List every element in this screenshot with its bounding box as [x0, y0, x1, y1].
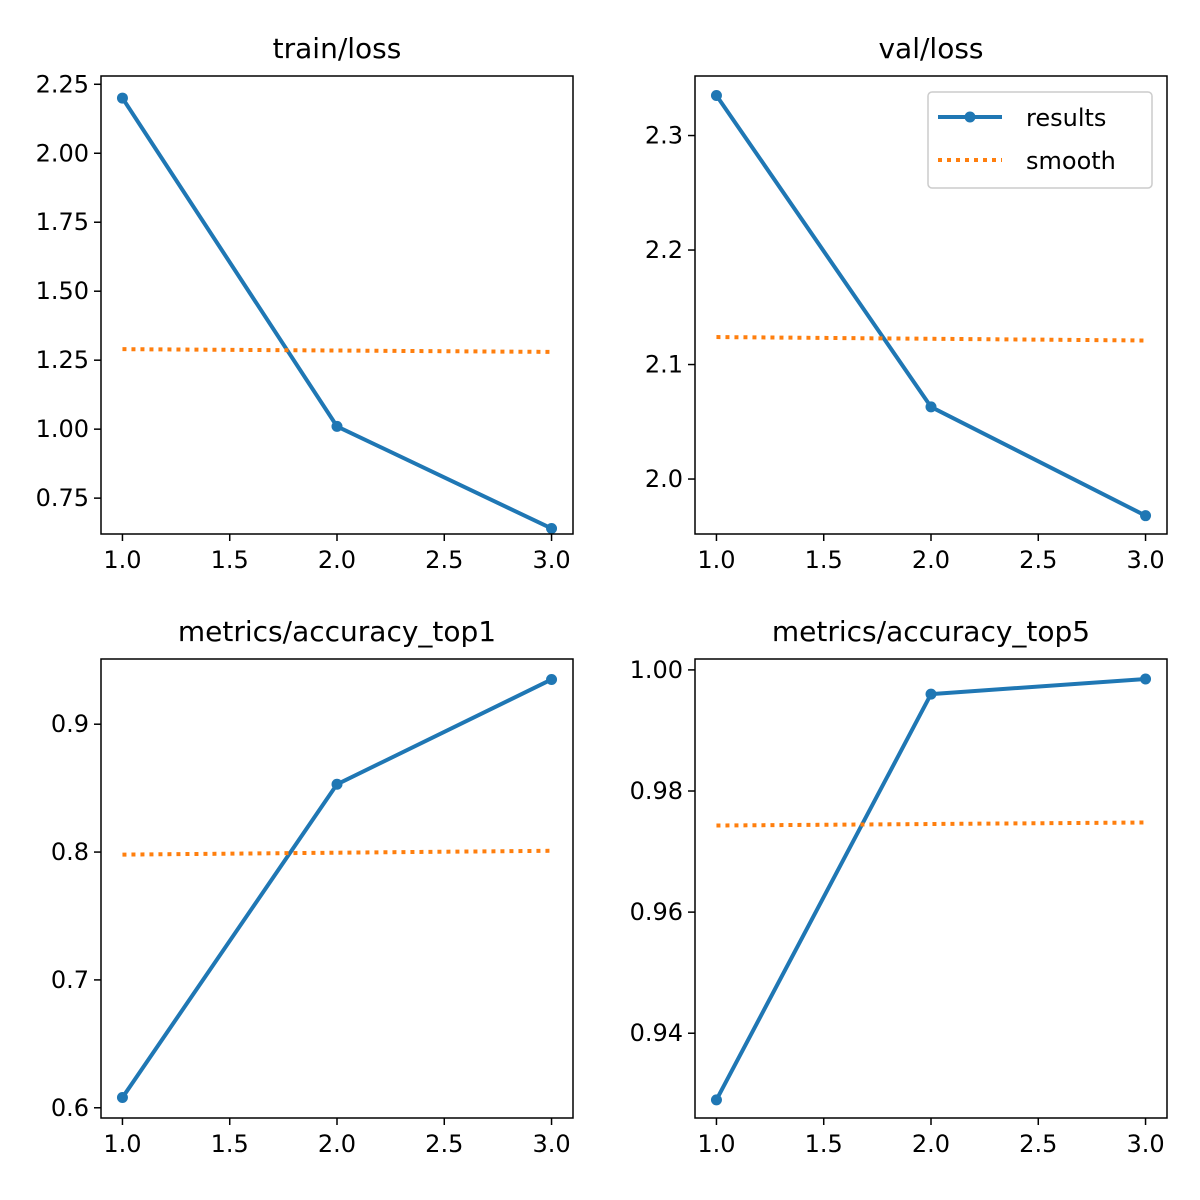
x-tick-label: 3.0: [532, 1130, 570, 1158]
x-tick-label: 2.5: [425, 546, 463, 574]
y-tick-label: 2.1: [645, 351, 683, 379]
panel-title: metrics/accuracy_top1: [178, 615, 496, 648]
y-tick-label: 1.25: [36, 346, 89, 374]
x-tick-label: 1.5: [211, 546, 249, 574]
panel-accuracy-top5: metrics/accuracy_top5 1.0 1.5 2.0 2.5 3.0 0.9…: [630, 615, 1168, 1158]
y-tick-label: 2.25: [36, 70, 89, 98]
x-tick-label: 1.0: [103, 546, 141, 574]
plot-frame: [100, 75, 574, 535]
x-tick-label: 1.0: [697, 1130, 735, 1158]
x-tick-label: 3.0: [1126, 1130, 1164, 1158]
data-point: [331, 420, 343, 432]
panel-title: train/loss: [273, 32, 402, 65]
data-point: [925, 401, 937, 413]
data-point: [1140, 510, 1152, 522]
x-tick-label: 2.5: [1019, 1130, 1057, 1158]
x-tick-label: 2.0: [318, 1130, 356, 1158]
x-tick-label: 2.5: [1019, 546, 1057, 574]
y-tick-label: 2.0: [645, 465, 683, 493]
x-tick-label: 1.5: [211, 1130, 249, 1158]
x-tick-label: 1.0: [103, 1130, 141, 1158]
y-tick-label: 0.98: [630, 777, 683, 805]
plot-frame: [694, 658, 1168, 1119]
x-tick-label: 1.5: [805, 1130, 843, 1158]
y-tick-label: 2.3: [645, 122, 683, 150]
y-tick-label: 0.6: [51, 1094, 89, 1122]
y-tick-label: 2.2: [645, 236, 683, 264]
data-point: [710, 89, 722, 101]
x-tick-label: 3.0: [532, 546, 570, 574]
panel-train-loss: train/loss 1.0 1.5 2.0 2.5 3.0 0.75 1.00 1.25 1.…: [36, 32, 574, 574]
panel-val-loss: val/loss 1.0 1.5 2.0 2.5 3.0 2.0 2.1 2.2 2.3: [645, 32, 1168, 574]
y-tick-label: 1.75: [36, 208, 89, 236]
y-tick-label: 0.7: [51, 966, 89, 994]
x-tick-label: 2.0: [912, 1130, 950, 1158]
data-point: [116, 92, 128, 104]
y-tick-label: 0.75: [36, 484, 89, 512]
data-point: [331, 778, 343, 790]
plot-frame: [100, 658, 574, 1119]
panel-title: metrics/accuracy_top5: [772, 615, 1090, 648]
data-point: [116, 1092, 128, 1104]
y-tick-label: 0.9: [51, 710, 89, 738]
y-tick-label: 1.50: [36, 277, 89, 305]
legend-results-label: results: [1026, 104, 1106, 132]
data-point: [1140, 673, 1152, 685]
legend-results-marker: [964, 111, 976, 123]
panel-accuracy-top1: metrics/accuracy_top1 1.0 1.5 2.0 2.5 3.0 0.6…: [51, 615, 574, 1158]
y-tick-label: 0.94: [630, 1019, 683, 1047]
y-tick-label: 0.96: [630, 898, 683, 926]
y-tick-label: 1.00: [36, 415, 89, 443]
x-tick-label: 2.5: [425, 1130, 463, 1158]
panel-title: val/loss: [878, 32, 983, 65]
data-point: [925, 688, 937, 700]
data-point: [546, 673, 558, 685]
x-tick-label: 1.5: [805, 546, 843, 574]
legend-smooth-label: smooth: [1026, 147, 1116, 175]
y-tick-label: 0.8: [51, 838, 89, 866]
x-tick-label: 2.0: [318, 546, 356, 574]
data-point: [546, 522, 558, 534]
x-tick-label: 1.0: [697, 546, 735, 574]
legend: results smooth: [927, 91, 1153, 189]
y-tick-label: 2.00: [36, 139, 89, 167]
data-point: [710, 1094, 722, 1106]
y-tick-label: 1.00: [630, 656, 683, 684]
plot-frame: [694, 75, 1168, 535]
x-tick-label: 3.0: [1126, 546, 1164, 574]
x-tick-label: 2.0: [912, 546, 950, 574]
